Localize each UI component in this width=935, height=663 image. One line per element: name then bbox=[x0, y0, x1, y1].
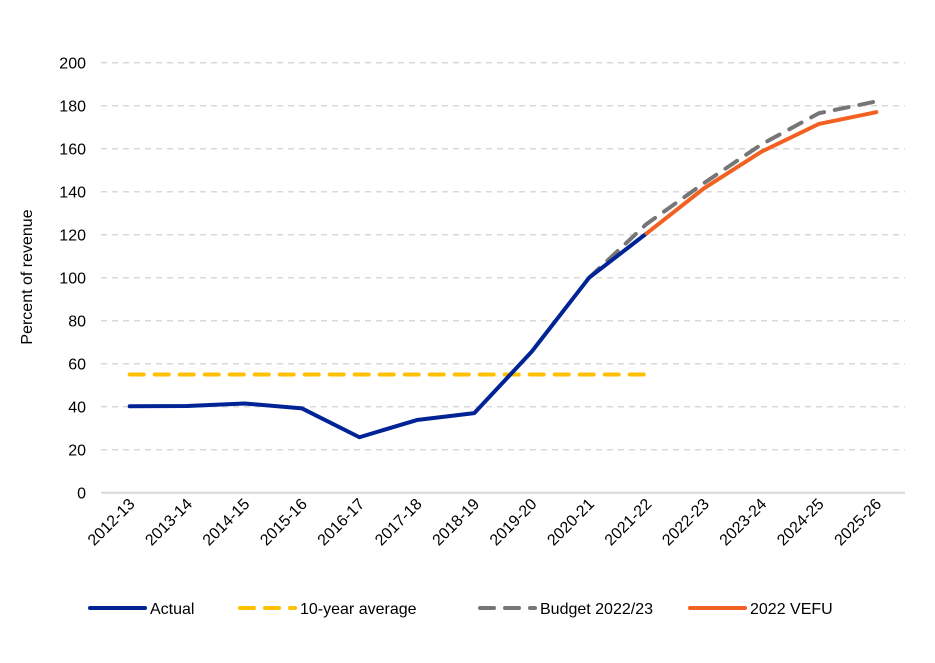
x-tick-label: 2012-13 bbox=[85, 496, 139, 550]
x-tick-label: 2020-21 bbox=[544, 496, 598, 550]
y-tick-label: 180 bbox=[59, 99, 86, 116]
x-tick-label: 2019-20 bbox=[487, 496, 541, 550]
legend-label: 10-year average bbox=[300, 601, 417, 618]
y-axis-label: Percent of revenue bbox=[19, 209, 36, 344]
x-tick-label: 2023-24 bbox=[717, 496, 771, 550]
y-tick-label: 60 bbox=[68, 357, 86, 374]
x-tick-label: 2016-17 bbox=[315, 496, 369, 550]
y-tick-label: 20 bbox=[68, 443, 86, 460]
x-tick-label: 2025-26 bbox=[832, 496, 886, 550]
y-tick-label: 140 bbox=[59, 185, 86, 202]
legend-item: 10-year average bbox=[240, 601, 417, 618]
legend-item: Budget 2022/23 bbox=[480, 601, 653, 618]
legend-label: 2022 VEFU bbox=[750, 601, 833, 618]
legend-label: Actual bbox=[150, 601, 194, 618]
x-tick-label: 2014-15 bbox=[200, 496, 254, 550]
y-tick-label: 100 bbox=[59, 271, 86, 288]
x-tick-label: 2024-25 bbox=[774, 496, 828, 550]
x-tick-label: 2013-14 bbox=[142, 496, 196, 550]
series-line-2022-vefu bbox=[647, 112, 877, 233]
x-tick-label: 2021-22 bbox=[602, 496, 656, 550]
legend-label: Budget 2022/23 bbox=[540, 601, 653, 618]
legend-item: 2022 VEFU bbox=[690, 601, 833, 618]
x-tick-label: 2022-23 bbox=[659, 496, 713, 550]
y-tick-label: 160 bbox=[59, 142, 86, 159]
y-tick-label: 0 bbox=[77, 486, 86, 503]
y-tick-label: 80 bbox=[68, 314, 86, 331]
y-tick-label: 40 bbox=[68, 400, 86, 417]
x-tick-label: 2015-16 bbox=[257, 496, 311, 550]
x-tick-label: 2018-19 bbox=[430, 496, 484, 550]
legend-item: Actual bbox=[90, 601, 194, 618]
series-line-budget-2022-23 bbox=[589, 101, 876, 277]
x-tick-label: 2017-18 bbox=[372, 496, 426, 550]
y-tick-label: 200 bbox=[59, 56, 86, 73]
y-tick-label: 120 bbox=[59, 228, 86, 245]
